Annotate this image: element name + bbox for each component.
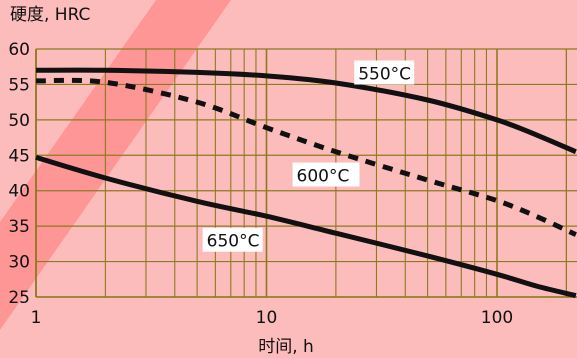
series-layer (35, 67, 577, 299)
series-label-600C: 600°C (297, 167, 350, 187)
y-tick-label-50: 50 (8, 111, 30, 131)
x-tick-label-10: 10 (256, 308, 278, 328)
series-label-bg-600C (292, 162, 360, 187)
y-tick-label-40: 40 (8, 182, 30, 202)
series-label-bg-550C (354, 60, 415, 85)
series-label-bg-650C (202, 227, 263, 252)
x-tick-label-1: 1 (31, 308, 42, 328)
y-tick-label-55: 55 (8, 75, 30, 95)
x-tick-label-100: 100 (481, 308, 513, 328)
y-tick-label-30: 30 (8, 253, 30, 273)
series-line-550C (35, 67, 577, 155)
series-label-550C: 550°C (358, 65, 411, 85)
y-tick-label-60: 60 (8, 40, 30, 60)
series-line-650C (35, 155, 577, 299)
x-axis-label: 时间, h (258, 337, 314, 357)
decorative-stripe (0, 0, 231, 330)
series-label-650C: 650°C (207, 232, 260, 252)
y-tick-label-35: 35 (8, 217, 30, 237)
y-tick-label-45: 45 (8, 146, 30, 166)
tick-layer: 25 30 35 40 45 50 55 60 1 10 100 (8, 40, 513, 328)
y-tick-label-25: 25 (8, 288, 30, 308)
annotation-layer: 550°C 600°C 650°C (202, 60, 415, 252)
y-axis-label: 硬度, HRC (10, 5, 90, 25)
series-line-600C (35, 77, 577, 237)
